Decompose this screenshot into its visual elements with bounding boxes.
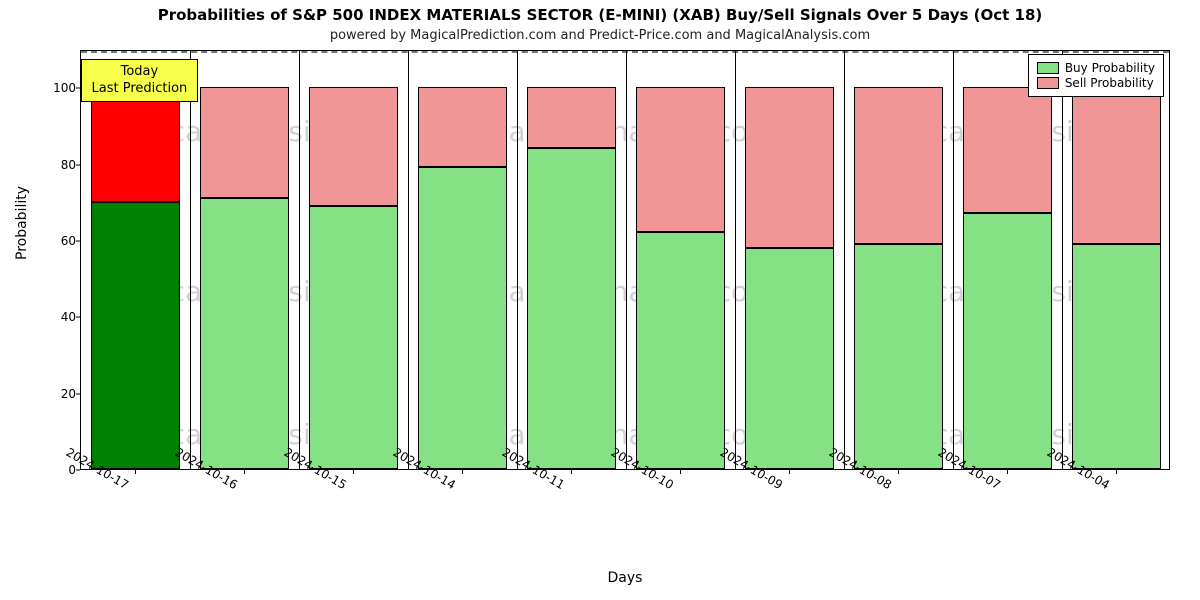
x-tick-mark xyxy=(244,470,245,474)
chart-container: Probabilities of S&P 500 INDEX MATERIALS… xyxy=(0,0,1200,600)
today-annotation-line2: Last Prediction xyxy=(92,81,188,98)
bar-group xyxy=(200,49,289,469)
x-tick-mark xyxy=(898,470,899,474)
x-tick-label: 2024-10-09 xyxy=(778,480,785,492)
x-tick-mark xyxy=(353,470,354,474)
buy-bar xyxy=(91,202,180,469)
buy-bar xyxy=(854,244,943,469)
buy-bar xyxy=(1072,244,1161,469)
sell-bar xyxy=(1072,87,1161,244)
x-tick-label: 2024-10-08 xyxy=(887,480,894,492)
sell-bar xyxy=(636,87,725,232)
today-annotation-line1: Today xyxy=(92,64,188,81)
buy-bar xyxy=(745,248,834,469)
bar-group xyxy=(745,49,834,469)
y-tick-mark xyxy=(76,470,80,471)
bar-group xyxy=(963,49,1052,469)
gridline xyxy=(844,51,845,469)
x-tick-mark xyxy=(680,470,681,474)
today-annotation: TodayLast Prediction xyxy=(81,59,199,103)
y-tick-label: 60 xyxy=(40,234,76,248)
y-tick-label: 40 xyxy=(40,310,76,324)
y-tick-mark xyxy=(76,393,80,394)
x-tick-label: 2024-10-11 xyxy=(560,480,567,492)
chart-title: Probabilities of S&P 500 INDEX MATERIALS… xyxy=(0,6,1200,24)
chart-subtitle: powered by MagicalPrediction.com and Pre… xyxy=(0,28,1200,43)
legend-label: Sell Probability xyxy=(1065,76,1154,90)
sell-bar xyxy=(963,87,1052,213)
bar-group xyxy=(1072,49,1161,469)
gridline xyxy=(1062,51,1063,469)
buy-bar xyxy=(200,198,289,469)
x-tick-label: 2024-10-07 xyxy=(996,480,1003,492)
buy-bar xyxy=(963,213,1052,469)
x-tick-mark xyxy=(1007,470,1008,474)
sell-bar xyxy=(527,87,616,148)
y-tick-mark xyxy=(76,240,80,241)
y-tick-label: 100 xyxy=(40,81,76,95)
plot-area: MagicalAnalysis.comMagicalAnalysis.comMa… xyxy=(80,50,1170,470)
sell-bar xyxy=(91,87,180,202)
gridline xyxy=(626,51,627,469)
legend: Buy ProbabilitySell Probability xyxy=(1028,54,1164,97)
x-axis-label: Days xyxy=(80,570,1170,586)
legend-item: Buy Probability xyxy=(1037,61,1155,75)
sell-bar xyxy=(745,87,834,247)
sell-bar xyxy=(854,87,943,244)
x-tick-mark xyxy=(135,470,136,474)
bar-group xyxy=(309,49,398,469)
y-tick-label: 80 xyxy=(40,158,76,172)
legend-label: Buy Probability xyxy=(1065,61,1155,75)
sell-bar xyxy=(418,87,507,167)
x-tick-label: 2024-10-16 xyxy=(233,480,240,492)
x-tick-label: 2024-10-10 xyxy=(669,480,676,492)
x-tick-label: 2024-10-15 xyxy=(342,480,349,492)
y-tick-mark xyxy=(76,88,80,89)
legend-item: Sell Probability xyxy=(1037,76,1155,90)
sell-bar xyxy=(309,87,398,205)
gridline xyxy=(735,51,736,469)
x-tick-mark xyxy=(1116,470,1117,474)
buy-bar xyxy=(309,206,398,469)
gridline xyxy=(408,51,409,469)
bar-group xyxy=(854,49,943,469)
y-axis-label: Probability xyxy=(14,186,30,260)
x-tick-mark xyxy=(462,470,463,474)
bar-group xyxy=(527,49,616,469)
bar-group xyxy=(418,49,507,469)
gridline xyxy=(190,51,191,469)
x-tick-mark xyxy=(789,470,790,474)
gridline xyxy=(517,51,518,469)
buy-bar xyxy=(527,148,616,469)
x-tick-label: 2024-10-17 xyxy=(124,480,131,492)
sell-bar xyxy=(200,87,289,198)
x-tick-mark xyxy=(571,470,572,474)
legend-swatch xyxy=(1037,77,1059,89)
y-tick-mark xyxy=(76,164,80,165)
x-tick-label: 2024-10-04 xyxy=(1105,480,1112,492)
gridline xyxy=(299,51,300,469)
buy-bar xyxy=(636,232,725,469)
bar-group xyxy=(91,49,180,469)
legend-swatch xyxy=(1037,62,1059,74)
y-tick-label: 20 xyxy=(40,387,76,401)
x-tick-label: 2024-10-14 xyxy=(451,480,458,492)
y-tick-label: 0 xyxy=(40,463,76,477)
buy-bar xyxy=(418,167,507,469)
gridline xyxy=(953,51,954,469)
y-tick-mark xyxy=(76,317,80,318)
bar-group xyxy=(636,49,725,469)
